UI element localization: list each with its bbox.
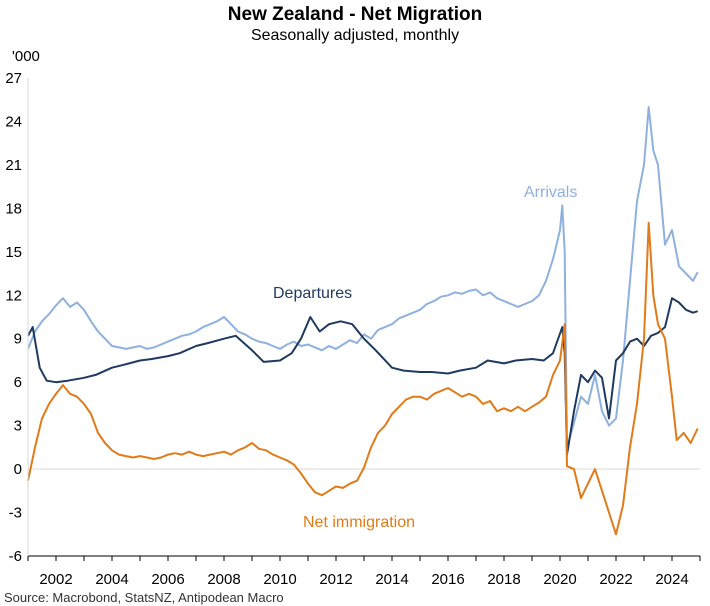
x-tick-label: 2002	[39, 571, 72, 588]
y-tick-label: 0	[14, 461, 22, 478]
y-tick-label: 18	[5, 200, 22, 217]
series-lines	[27, 106, 699, 536]
x-tick-label: 2024	[655, 571, 688, 588]
x-tick-label: 2022	[599, 571, 632, 588]
chart-title: New Zealand - Net Migration	[227, 4, 483, 25]
y-tick-label: 12	[5, 287, 22, 304]
x-axis: 2002 2004 2006 2008 2010 2012 2014 2016 2018 2020…	[27, 78, 701, 588]
label-net-immigration: Net immigration	[303, 514, 415, 531]
y-tick-label: -3	[9, 505, 22, 522]
y-tick-label: 3	[14, 418, 22, 435]
y-tick-label: 6	[14, 374, 22, 391]
y-tick-label: 27	[5, 70, 22, 87]
chart-subtitle: Seasonally adjusted, monthly	[250, 27, 460, 44]
label-arrivals: Arrivals	[524, 184, 577, 201]
x-tick-label: 2020	[543, 571, 576, 588]
label-departures: Departures	[273, 285, 352, 302]
series-line-arrivals	[27, 106, 699, 449]
x-tick-label: 2004	[95, 571, 128, 588]
y-tick-label: -6	[9, 548, 22, 565]
x-tick-label: 2010	[263, 571, 296, 588]
x-tick-label: 2008	[207, 571, 240, 588]
y-axis-unit-label: '000	[12, 48, 40, 65]
x-tick-label: 2016	[431, 571, 464, 588]
y-tick-label: 21	[5, 157, 22, 174]
x-tick-label: 2014	[375, 571, 408, 588]
x-tick-label: 2012	[319, 571, 352, 588]
x-tick-label: 2006	[151, 571, 184, 588]
source-note: Source: Macrobond, StatsNZ, Antipodean M…	[4, 590, 284, 605]
y-tick-label: 9	[14, 331, 22, 348]
series-line-departures	[27, 297, 699, 456]
series-line-net	[27, 221, 699, 536]
y-tick-label: 15	[5, 244, 22, 261]
x-tick-label: 2018	[487, 571, 520, 588]
y-tick-label: 24	[5, 113, 22, 130]
y-axis-ticks: 27 24 21 18 15 12 9 6 3 0 -3 -6	[5, 70, 22, 565]
